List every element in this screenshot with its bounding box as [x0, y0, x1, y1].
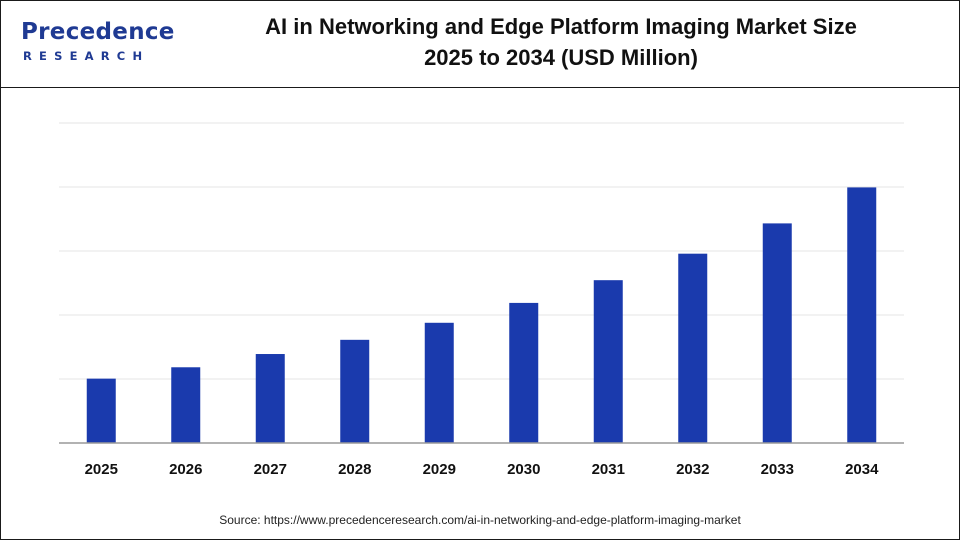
- bar-2028: [340, 339, 370, 443]
- x-tick-label-2030: 2030: [507, 461, 540, 478]
- bar-2033: [762, 223, 792, 443]
- bar-2025: [86, 378, 116, 443]
- x-tick-label-2034: 2034: [845, 461, 879, 478]
- chart-title: AI in Networking and Edge Platform Imagi…: [191, 11, 931, 73]
- header: Precedence RESEARCH AI in Networking and…: [1, 1, 959, 88]
- bar-2029: [424, 322, 454, 443]
- chart-title-line1: AI in Networking and Edge Platform Imagi…: [265, 14, 857, 39]
- bar-2032: [678, 253, 708, 443]
- logo-subtitle: RESEARCH: [23, 49, 150, 63]
- x-tick-label-2027: 2027: [254, 461, 287, 478]
- x-tick-label-2028: 2028: [338, 461, 371, 478]
- x-tick-label-2029: 2029: [423, 461, 456, 478]
- precedence-research-logo: Precedence RESEARCH: [15, 15, 174, 69]
- x-tick-label-2025: 2025: [85, 461, 118, 478]
- x-tick-label-2026: 2026: [169, 461, 202, 478]
- bar-2030: [509, 302, 539, 443]
- x-tick-label-2033: 2033: [761, 461, 794, 478]
- x-tick-label-2032: 2032: [676, 461, 709, 478]
- bar-2031: [593, 280, 623, 443]
- bar-2027: [255, 354, 285, 443]
- x-tick-label-2031: 2031: [592, 461, 625, 478]
- logo-wordmark: Precedence: [21, 19, 175, 45]
- bar-2026: [171, 367, 201, 443]
- bar-2034: [847, 187, 877, 443]
- source-note: Source: https://www.precedenceresearch.c…: [219, 513, 741, 527]
- chart-title-line2: 2025 to 2034 (USD Million): [424, 45, 698, 70]
